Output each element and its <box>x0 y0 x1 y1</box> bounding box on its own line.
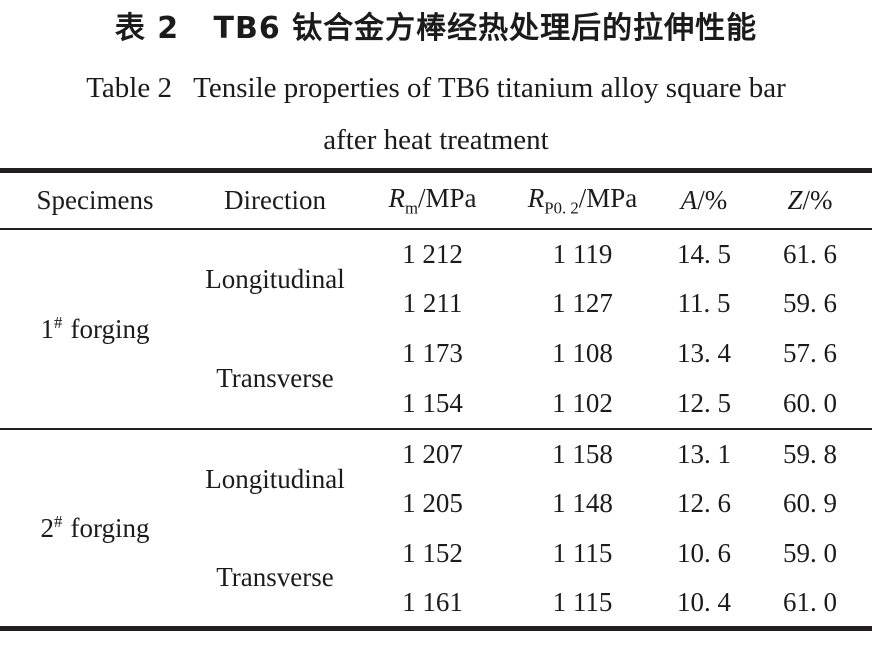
value-cell-z: 60. 9 <box>783 488 837 518</box>
value-cell-a: 11. 5 <box>677 288 731 318</box>
specimen-hash-mark: # <box>54 312 63 332</box>
specimen-group-2: 2# forging Longitudinal 1 207 1 158 13. 1… <box>0 428 872 629</box>
table-row: 2# forging Longitudinal 1 207 1 158 13. 1… <box>0 429 872 543</box>
rp02-symbol: R <box>527 182 545 213</box>
value-cell-z: 59. 0 <box>783 538 837 568</box>
specimen-number: 1 <box>40 313 55 344</box>
a-unit: /% <box>697 184 728 215</box>
value-cell-a: 14. 5 <box>677 238 731 269</box>
z-symbol: Z <box>787 184 803 215</box>
value-cell-a: 13. 4 <box>677 338 731 368</box>
specimen-number: 2 <box>40 512 55 543</box>
table-row: 1 161 1 115 10. 4 61. 0 <box>0 579 872 629</box>
specimen-name: forging <box>70 313 150 344</box>
value-cell-a: 10. 4 <box>677 586 731 617</box>
value-cell-rm: 1 211 <box>402 288 463 318</box>
rm-symbol: R <box>388 182 405 213</box>
col-header-z: Z/% <box>748 171 872 229</box>
value-cell-rm: 1 173 <box>402 338 463 368</box>
value-cell-z: 60. 0 <box>783 387 837 418</box>
table-caption-zh: 表 2 TB6 钛合金方棒经热处理后的拉伸性能 <box>114 11 758 46</box>
value-cell-rm: 1 154 <box>402 387 463 418</box>
a-symbol: A <box>680 184 698 215</box>
direction-cell: Longitudinal <box>205 263 345 294</box>
direction-cell: Longitudinal <box>205 463 345 494</box>
table-row: 1 205 1 148 12. 6 60. 9 <box>0 479 872 529</box>
tensile-properties-table: Specimens Direction Rm/MPa RP0. 2/MPa A/… <box>0 168 872 631</box>
value-cell-a: 12. 6 <box>677 488 731 518</box>
value-cell-z: 61. 0 <box>783 586 837 617</box>
col-header-specimens: Specimens <box>36 184 154 215</box>
rm-subscript: m <box>404 197 418 217</box>
value-cell-rm: 1 212 <box>402 238 463 269</box>
col-header-rm: Rm/MPa <box>360 171 505 229</box>
value-cell-rm: 1 207 <box>402 438 463 469</box>
value-cell-rp02: 1 102 <box>552 387 613 418</box>
value-cell-rm: 1 205 <box>402 488 463 518</box>
specimen-hash-mark: # <box>54 511 63 531</box>
value-cell-rp02: 1 119 <box>552 238 613 269</box>
value-cell-a: 13. 1 <box>677 438 731 469</box>
value-cell-rp02: 1 158 <box>552 438 613 469</box>
value-cell-rp02: 1 115 <box>552 586 613 617</box>
rp02-unit: /MPa <box>578 182 638 213</box>
direction-cell: Transverse <box>216 561 334 592</box>
z-unit: /% <box>802 184 833 215</box>
value-cell-rp02: 1 115 <box>552 538 613 568</box>
header-row: Specimens Direction Rm/MPa RP0. 2/MPa A/… <box>0 171 872 229</box>
value-cell-z: 61. 6 <box>783 238 837 269</box>
value-cell-z: 57. 6 <box>783 338 837 368</box>
col-header-rp02: RP0. 2/MPa <box>505 171 660 229</box>
specimen-cell: 1# forging <box>0 229 190 429</box>
value-cell-z: 59. 6 <box>783 288 837 318</box>
col-header-a: A/% <box>660 171 748 229</box>
value-cell-rm: 1 152 <box>402 538 463 568</box>
value-cell-z: 59. 8 <box>783 438 837 469</box>
rm-unit: /MPa <box>418 182 477 213</box>
table-caption-en-line1: Table 2 Tensile properties of TB6 titani… <box>86 72 786 104</box>
rp02-subscript: P0. 2 <box>544 197 579 217</box>
specimen-name: forging <box>70 512 150 543</box>
col-header-direction: Direction <box>224 184 326 215</box>
direction-cell: Transverse <box>216 362 334 393</box>
table-caption-en-line2: after heat treatment <box>323 124 549 156</box>
value-cell-rp02: 1 108 <box>552 338 613 368</box>
value-cell-rm: 1 161 <box>402 586 463 617</box>
table-row: Transverse 1 152 1 115 10. 6 59. 0 <box>0 529 872 592</box>
table-row: 1 211 1 127 11. 5 59. 6 <box>0 279 872 329</box>
specimen-cell: 2# forging <box>0 429 190 629</box>
value-cell-a: 10. 6 <box>677 538 731 568</box>
table-row: Transverse 1 173 1 108 13. 4 57. 6 <box>0 329 872 393</box>
value-cell-rp02: 1 148 <box>552 488 613 518</box>
table-row: 1 154 1 102 12. 5 60. 0 <box>0 379 872 429</box>
value-cell-rp02: 1 127 <box>552 288 613 318</box>
specimen-group-1: 1# forging Longitudinal 1 212 1 119 14. 5… <box>0 229 872 429</box>
value-cell-a: 12. 5 <box>677 387 731 418</box>
table-row: 1# forging Longitudinal 1 212 1 119 14. 5… <box>0 229 872 344</box>
